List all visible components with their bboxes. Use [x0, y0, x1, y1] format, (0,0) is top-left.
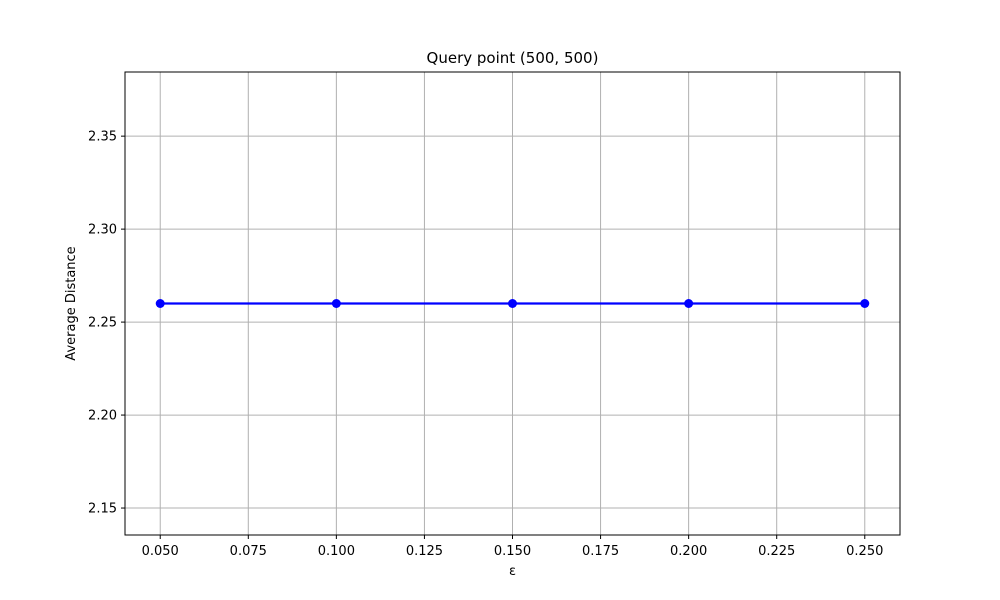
y-axis-label: Average Distance	[64, 246, 79, 360]
x-axis-label: ε	[509, 564, 516, 579]
x-tick-label: 0.175	[582, 544, 619, 559]
x-tick-label: 0.250	[846, 544, 883, 559]
y-tick-label: 2.15	[88, 502, 117, 517]
series-group	[155, 299, 870, 308]
x-tick-label: 0.050	[142, 544, 179, 559]
x-tick-label: 0.200	[670, 544, 707, 559]
data-point-marker	[684, 299, 694, 308]
data-point-marker	[331, 299, 341, 308]
chart-title: Query point (500, 500)	[427, 49, 599, 67]
y-tick-label: 2.25	[88, 316, 117, 331]
data-point-marker	[508, 299, 517, 308]
x-tick-label: 0.075	[230, 544, 267, 559]
x-axis-ticks: 0.050 0.075 0.100 0.125 0.150 0.175 0.200 0.225…	[142, 535, 883, 559]
data-point-marker	[155, 299, 165, 308]
data-point-marker	[860, 299, 870, 308]
y-tick-label: 2.20	[88, 409, 117, 424]
x-tick-label: 0.225	[758, 544, 795, 559]
x-tick-label: 0.150	[494, 544, 531, 559]
x-tick-label: 0.125	[406, 544, 443, 559]
y-tick-label: 2.30	[88, 223, 117, 238]
y-tick-label: 2.35	[88, 130, 117, 145]
x-tick-label: 0.100	[318, 544, 355, 559]
y-axis-ticks: 2.15 2.20 2.25 2.30 2.35	[88, 130, 125, 517]
